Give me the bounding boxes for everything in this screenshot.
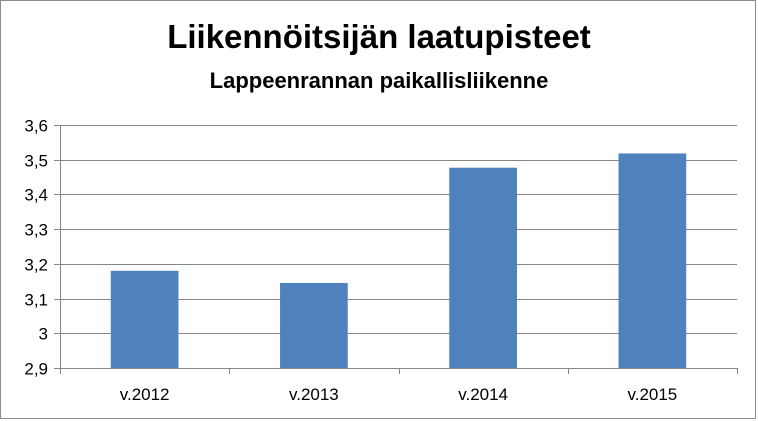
bar-v-2013 [280,282,348,368]
bar-v-2012 [110,270,179,368]
y-tick-label: 3,2 [24,256,48,275]
y-tick-label: 3,4 [24,186,48,205]
y-tick-label: 2,9 [24,360,48,379]
y-tick-label: 3,5 [24,152,48,171]
chart-subtitle: Lappeenrannan paikallisliikenne [209,68,549,93]
x-category-label: v.2012 [120,385,170,404]
x-category-label: v.2015 [627,385,677,404]
y-tick-label: 3 [39,325,48,344]
bar-v-2014 [449,167,517,368]
bar-v-2015 [618,153,687,368]
x-category-label: v.2013 [289,385,339,404]
y-tick-label: 3,6 [24,117,48,136]
x-category-label: v.2014 [458,385,508,404]
y-tick-label: 3,1 [24,291,48,310]
chart-title: Liikennöitsijän laatupisteet [167,18,591,55]
y-tick-label: 3,3 [24,221,48,240]
